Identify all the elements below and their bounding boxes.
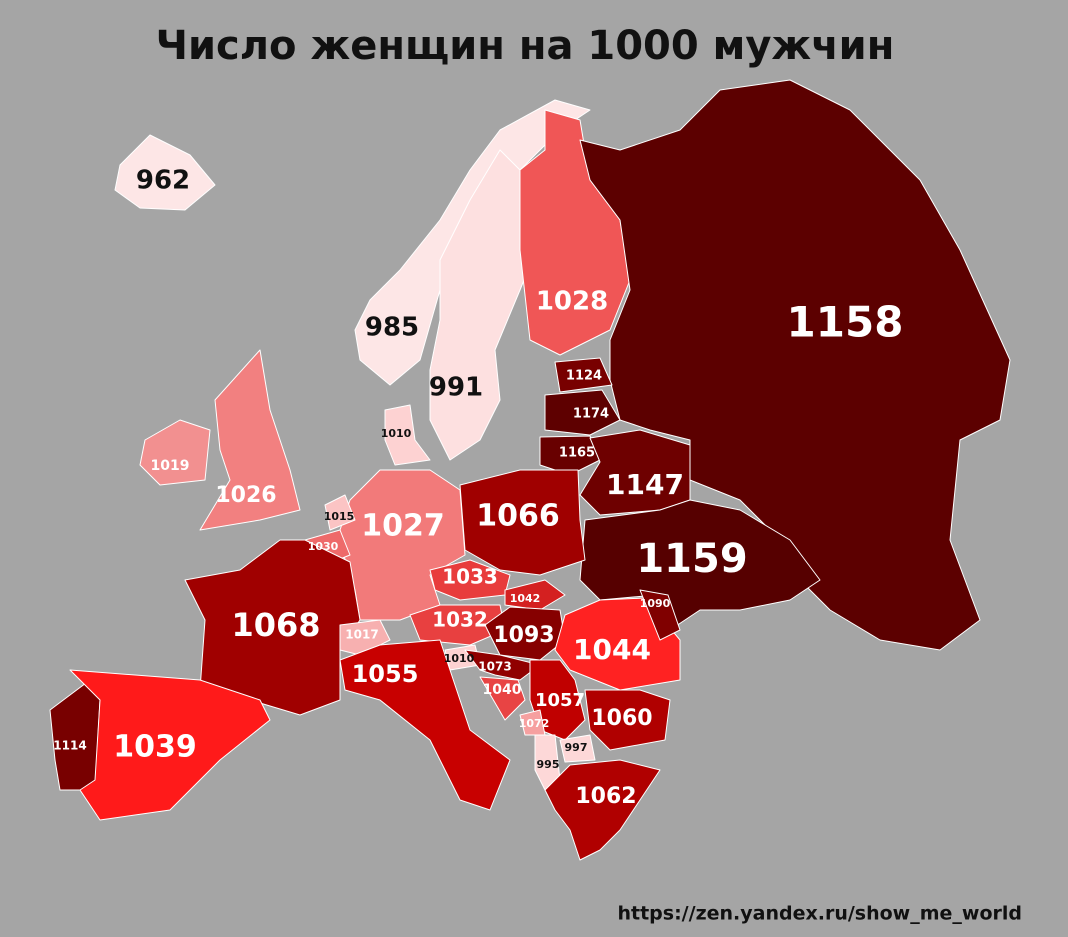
region [639, 589, 681, 641]
region [529, 659, 586, 741]
region [584, 689, 671, 751]
region-value: 1033 [442, 565, 498, 589]
region [544, 759, 661, 861]
region [479, 676, 526, 721]
region [504, 579, 566, 611]
region [579, 79, 1011, 651]
region-value: 1124 [566, 369, 602, 384]
map-title: Число женщин на 1000 мужчин [156, 23, 895, 69]
region-value: 1032 [432, 608, 488, 632]
region-value: 985 [365, 313, 419, 343]
region-value: 1090 [640, 597, 671, 610]
region-value: 1062 [575, 784, 636, 809]
region-value: 995 [537, 758, 560, 771]
region [184, 539, 361, 716]
source-link: https://zen.yandex.ru/show_me_world [617, 903, 1022, 925]
region-value: 1147 [606, 468, 684, 501]
region-value: 1040 [483, 682, 522, 698]
region-value: 1030 [308, 540, 339, 553]
region-value: 1073 [478, 660, 511, 674]
region-value: 1165 [559, 446, 595, 461]
region-value: 1010 [381, 427, 412, 440]
region-value: 1042 [510, 592, 541, 605]
region-value: 1072 [519, 717, 550, 730]
region [139, 419, 211, 486]
region [199, 349, 301, 531]
region-value: 1057 [535, 690, 585, 711]
region-value: 1114 [53, 739, 86, 753]
region [464, 649, 541, 681]
region-value: 1019 [151, 458, 190, 474]
region-value: 962 [136, 166, 190, 196]
region-value: 1060 [591, 706, 652, 731]
region [49, 679, 101, 791]
region [324, 494, 356, 531]
region-value: 1068 [231, 606, 320, 644]
region-value: 1015 [324, 510, 355, 523]
region-value: 1026 [215, 483, 276, 508]
region [539, 435, 601, 476]
region-value: 1017 [345, 628, 378, 642]
region [339, 469, 466, 621]
region-value: 1093 [493, 623, 554, 648]
region [544, 389, 621, 436]
region-value: 1159 [636, 536, 747, 582]
region [459, 469, 586, 576]
region-value: 1027 [361, 509, 445, 544]
region-value: 1055 [352, 660, 419, 688]
region [114, 134, 216, 211]
region-value: 1010 [444, 652, 475, 665]
region [554, 357, 613, 393]
labels: 962 985 991 1028 1158 1124 1174 1165 1147 1159 106… [53, 166, 903, 810]
region-value: 1158 [787, 298, 904, 347]
region [384, 404, 431, 466]
region [559, 734, 596, 763]
region-value: 991 [429, 373, 483, 403]
region [339, 639, 511, 811]
regions [49, 79, 1011, 861]
region-value: 1174 [573, 407, 609, 422]
region-value: 1044 [573, 633, 651, 666]
region [69, 669, 271, 821]
region-value: 997 [565, 741, 588, 754]
region-value: 1039 [113, 730, 197, 765]
region [554, 597, 681, 691]
region-value: 1066 [476, 499, 560, 534]
region-value: 1028 [536, 287, 608, 317]
